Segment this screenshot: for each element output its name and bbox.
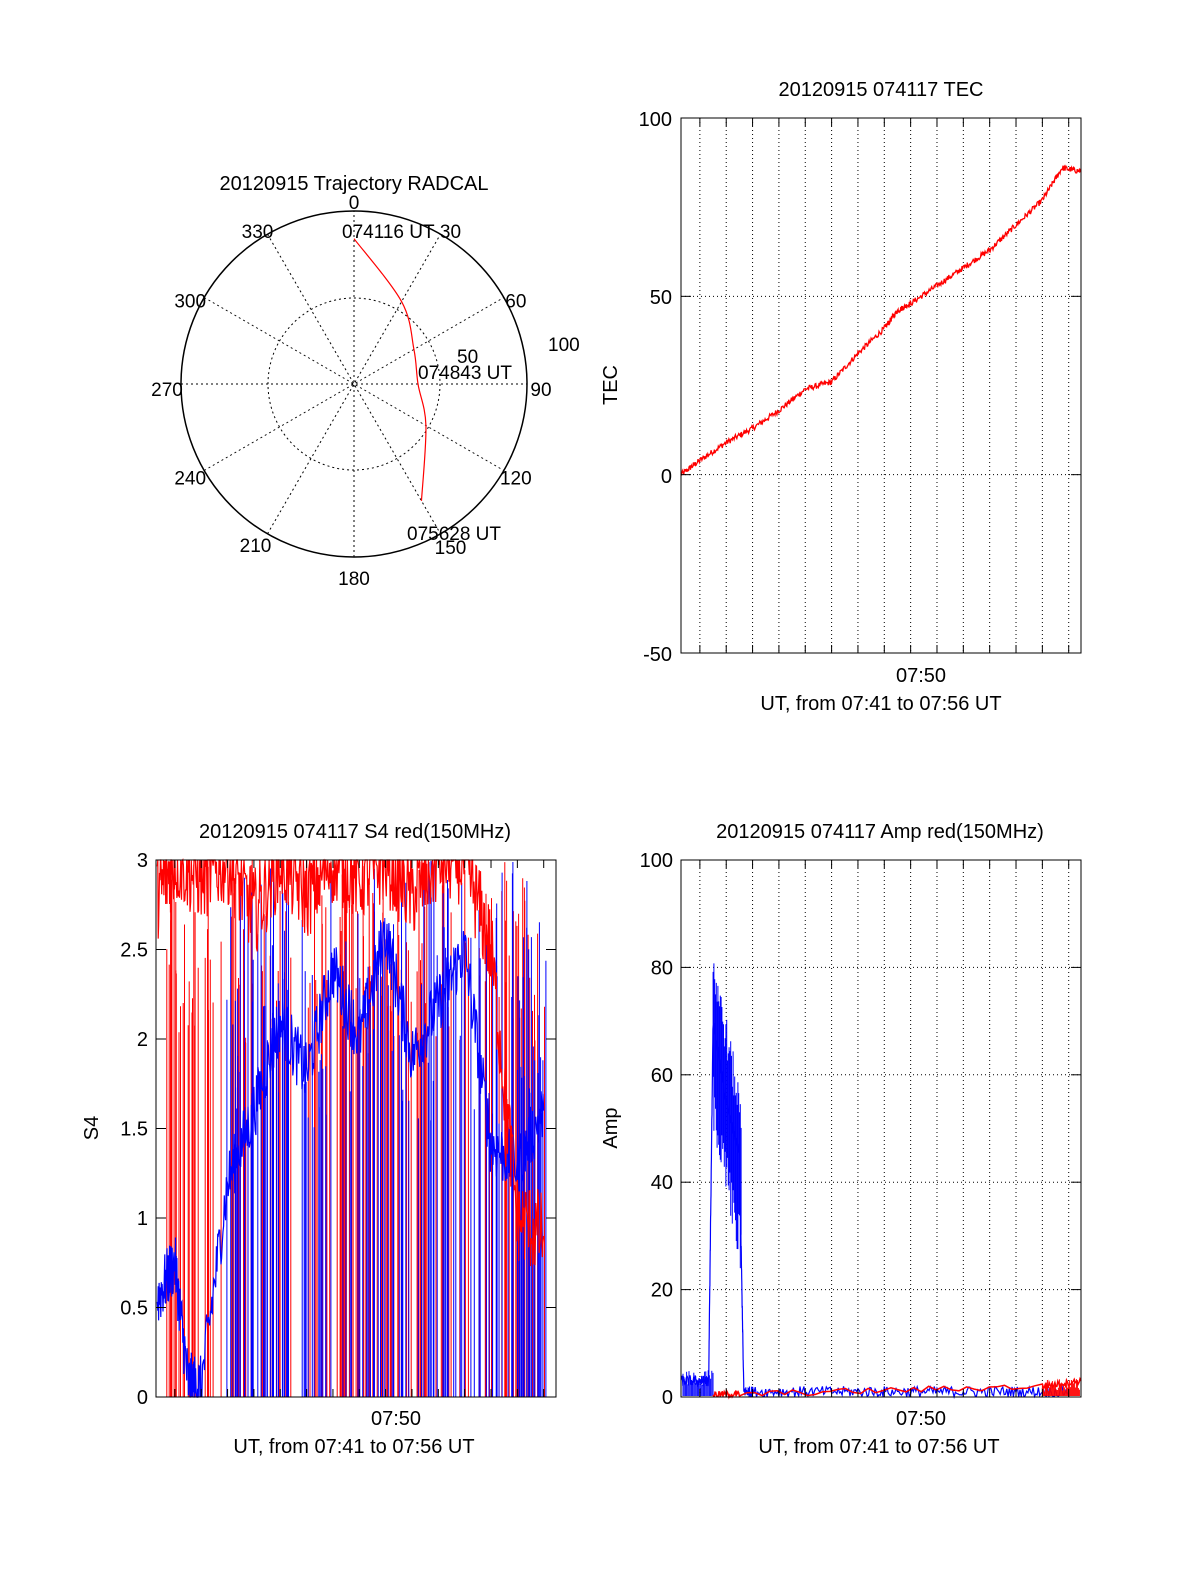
trajectory-end-label: 075628 UT [407, 524, 501, 545]
polar-radial-label-50: 50 [457, 347, 478, 368]
s4-ytick-label: 2.5 [120, 940, 148, 962]
tec-panel: 20120915 074117 TEC 100 50 0 -50 07:50 U… [600, 79, 1082, 715]
amp-plot-frame [680, 859, 1082, 1398]
s4-ytick-label: 1 [137, 1208, 148, 1230]
polar-angle-label-180: 180 [338, 569, 370, 590]
polar-angle-label-330: 330 [242, 222, 274, 243]
amp-ticks [681, 859, 1081, 1398]
s4-xlabel: UT, from 07:41 to 07:56 UT [233, 1436, 474, 1458]
polar-radial-label-100: 100 [548, 335, 580, 356]
polar-angle-label-90: 90 [530, 380, 551, 401]
polar-angle-label-300: 300 [174, 292, 206, 313]
tec-ticks [681, 117, 1081, 654]
polar-spokes [181, 211, 527, 557]
polar-angle-label-0: 0 [349, 193, 360, 214]
polar-inner-circle [267, 297, 441, 471]
amp-blue-noise [682, 963, 742, 1396]
polar-angle-label-30: 30 [440, 222, 461, 243]
tec-xtick-0750: 07:50 [896, 665, 946, 687]
amp-panel: 20120915 074117 Amp red(150MHz) 100 80 60 4… [600, 821, 1082, 1458]
tec-ytick-0: 0 [661, 466, 672, 488]
amp-xlabel: UT, from 07:41 to 07:56 UT [758, 1436, 999, 1458]
s4-ticks [156, 859, 556, 1398]
amp-ytick-label: 100 [640, 850, 673, 872]
tec-ytick-minus50: -50 [643, 644, 672, 666]
s4-ytick-label: 0.5 [120, 1298, 148, 1320]
polar-angle-label-210: 210 [240, 536, 272, 557]
tec-ylabel: TEC [600, 365, 622, 405]
tec-grid [681, 118, 1081, 653]
amp-ytick-label: 20 [651, 1280, 673, 1302]
polar-panel: 20120915 Trajectory RADCAL 0 30 60 90 120 150… [151, 173, 580, 590]
amp-blue-series-line [680, 1022, 1070, 1400]
amp-ytick-label: 60 [651, 1065, 673, 1087]
s4-title: 20120915 074117 S4 red(150MHz) [199, 821, 511, 843]
s4-panel: 20120915 074117 S4 red(150MHz) 3 2.5 2 1.5 1… [81, 821, 557, 1458]
tec-title: 20120915 074117 TEC [779, 79, 984, 101]
s4-blue-spikes [226, 861, 547, 1397]
amp-ytick-labels: 100 80 60 40 20 0 [640, 850, 673, 1409]
trajectory-line [353, 238, 427, 501]
s4-ytick-label: 3 [137, 850, 148, 872]
s4-xtick-0750: 07:50 [371, 1408, 421, 1430]
s4-ytick-label: 0 [137, 1387, 148, 1409]
polar-angle-label-60: 60 [505, 292, 526, 313]
amp-ytick-label: 40 [651, 1172, 673, 1194]
amp-title: 20120915 074117 Amp red(150MHz) [716, 821, 1044, 843]
tec-ytick-50: 50 [650, 287, 672, 309]
amp-ytick-label: 0 [662, 1387, 673, 1409]
tec-xlabel: UT, from 07:41 to 07:56 UT [760, 693, 1001, 715]
polar-title: 20120915 Trajectory RADCAL [219, 173, 488, 195]
amp-ytick-label: 80 [651, 957, 673, 979]
s4-ytick-label: 2 [137, 1029, 148, 1051]
polar-angle-label-270: 270 [151, 380, 183, 401]
amp-xtick-0750: 07:50 [896, 1408, 946, 1430]
s4-ytick-label: 1.5 [120, 1119, 148, 1141]
amp-ylabel: Amp [600, 1107, 622, 1148]
polar-angle-label-120: 120 [500, 469, 532, 490]
s4-ytick-labels: 3 2.5 2 1.5 1 0.5 0 [120, 850, 148, 1409]
tec-series-line [680, 164, 1082, 476]
polar-angle-label-150: 150 [435, 538, 467, 559]
tec-ytick-100: 100 [639, 109, 672, 131]
tec-plot-frame [680, 117, 1082, 654]
trajectory-start-label: 074116 UT [342, 222, 435, 243]
polar-angle-label-240: 240 [174, 469, 206, 490]
trajectory-mid-label: 074843 UT [418, 363, 512, 384]
s4-ylabel: S4 [81, 1116, 103, 1140]
polar-angle-labels: 0 30 60 90 120 150 180 210 240 270 300 330 [151, 193, 551, 590]
